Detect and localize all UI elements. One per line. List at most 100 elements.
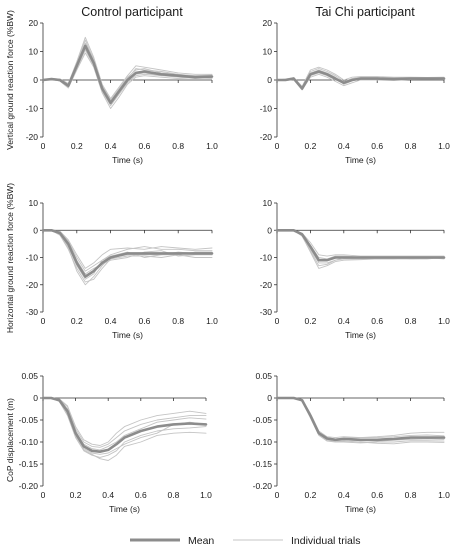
trial-line: [276, 397, 445, 444]
chart-panel-3: -30 -20 -10 0 10 0 0.2 0.4 0.6 0.8 1.0 Time (s): [26, 198, 218, 340]
x-tick-label: 0.4: [338, 490, 350, 500]
y-tick-label: -10: [260, 104, 273, 114]
x-tick-label: 0.2: [71, 316, 83, 326]
y-tick-label: -20: [26, 132, 39, 142]
x-axis-label: Time (s): [109, 504, 140, 514]
x-tick-label: 1.0: [438, 316, 450, 326]
x-axis-label: Time (s): [345, 330, 376, 340]
mean-line: [275, 229, 446, 262]
x-tick-label: 0.4: [338, 316, 350, 326]
y-tick-label: -20: [260, 132, 273, 142]
x-tick-label: 0.4: [105, 141, 117, 151]
trial-line: [42, 397, 207, 446]
x-axis-label: Time (s): [345, 155, 376, 165]
trial-line: [42, 39, 213, 101]
y-tick-label: -0.20: [19, 481, 39, 491]
column-title-control: Control participant: [81, 5, 183, 19]
x-tick-label: 1.0: [206, 141, 218, 151]
x-tick-label: 0: [41, 316, 46, 326]
y-tick-label: 0: [33, 225, 38, 235]
trial-line: [42, 397, 207, 461]
x-tick-label: 0.6: [135, 490, 147, 500]
x-tick-label: 0: [275, 490, 280, 500]
x-tick-label: 0.6: [371, 141, 383, 151]
trial-line: [42, 229, 213, 283]
panels: -20 -10 0 10 20 0 0.2 0.4 0.6 0.8 1.0 Time (s) -20 -1…: [19, 18, 451, 514]
trial-line: [42, 397, 207, 448]
x-tick-label: 0.2: [304, 141, 316, 151]
mean-line: [275, 396, 446, 442]
x-tick-label: 1.0: [438, 141, 450, 151]
x-tick-label: 0.2: [304, 490, 316, 500]
x-axis-label: Time (s): [112, 155, 143, 165]
y-tick-label: -10: [26, 104, 39, 114]
x-tick-label: 1.0: [200, 490, 212, 500]
y-tick-label: 0.05: [255, 371, 272, 381]
trial-line: [276, 397, 445, 442]
mean-line: [41, 44, 214, 105]
y-tick-label: 20: [29, 18, 39, 28]
mean-line: [41, 396, 208, 454]
mean-line: [275, 70, 446, 90]
legend-mean-label: Mean: [188, 535, 214, 547]
chart-panel-1: -20 -10 0 10 20 0 0.2 0.4 0.6 0.8 1.0 Time (s): [26, 18, 218, 165]
y-tick-label: -0.20: [253, 481, 273, 491]
y-tick-label: 0: [33, 75, 38, 85]
chart-panel-2: -20 -10 0 10 20 0 0.2 0.4 0.6 0.8 1.0 Time (s): [260, 18, 450, 165]
x-tick-label: 0.8: [405, 316, 417, 326]
y-tick-label: 10: [263, 47, 273, 57]
x-tick-label: 0.4: [338, 141, 350, 151]
x-tick-label: 0.8: [405, 490, 417, 500]
chart-panel-6: -0.20 -0.15 -0.10 -0.05 0 0.05 0 0.2 0.4 0.6 0.8 1.…: [253, 371, 451, 514]
x-axis-label: Time (s): [345, 504, 376, 514]
x-tick-label: 0.4: [105, 316, 117, 326]
trial-line: [42, 229, 213, 269]
x-tick-label: 0: [275, 316, 280, 326]
y-tick-label: 0: [267, 225, 272, 235]
y-tick-label: -0.10: [253, 437, 273, 447]
y-tick-label: -30: [260, 307, 273, 317]
x-tick-label: 0.2: [70, 490, 82, 500]
x-tick-label: 0.2: [71, 141, 83, 151]
legend: Mean Individual trials: [130, 535, 360, 547]
y-tick-label: 0.05: [21, 371, 38, 381]
y-tick-label: 10: [29, 198, 39, 208]
y-tick-label: 0: [267, 393, 272, 403]
x-tick-label: 0.8: [405, 141, 417, 151]
x-tick-label: 0.4: [102, 490, 114, 500]
x-tick-label: 0.6: [138, 141, 150, 151]
y-tick-label: -20: [260, 280, 273, 290]
y-tick-label: -0.15: [253, 459, 273, 469]
trial-line: [42, 42, 213, 102]
x-tick-label: 0: [41, 490, 46, 500]
x-tick-label: 0.8: [172, 316, 184, 326]
x-tick-label: 0: [41, 141, 46, 151]
trial-line: [276, 397, 445, 439]
trial-line: [42, 52, 213, 109]
y-axis-label-horizontal-force: Horizontal ground reaction force (%BW): [5, 183, 15, 333]
y-tick-label: -10: [26, 253, 39, 263]
chart-panel-5: -0.20 -0.15 -0.10 -0.05 0 0.05 0 0.2 0.4 0.6 0.8 1.…: [19, 371, 213, 514]
y-axis-label-vertical-force: Vertical ground reaction force (%BW): [5, 10, 15, 150]
column-title-tai-chi: Tai Chi participant: [315, 5, 415, 19]
y-tick-label: -0.05: [19, 415, 39, 425]
y-tick-label: -10: [260, 253, 273, 263]
y-axis-label-cop-displacement: CoP displacement (m): [5, 398, 15, 482]
y-tick-label: 0: [33, 393, 38, 403]
legend-trials-label: Individual trials: [291, 535, 360, 547]
y-tick-label: 0: [267, 75, 272, 85]
y-tick-label: 20: [263, 18, 273, 28]
chart-panel-4: -30 -20 -10 0 10 0 0.2 0.4 0.6 0.8 1.0 Time (s): [260, 198, 450, 340]
x-tick-label: 1.0: [206, 316, 218, 326]
x-tick-label: 0.8: [172, 141, 184, 151]
y-tick-label: -30: [26, 307, 39, 317]
x-tick-label: 1.0: [438, 490, 450, 500]
x-tick-label: 0.6: [371, 316, 383, 326]
mean-line: [41, 229, 214, 278]
x-tick-label: 0: [275, 141, 280, 151]
y-tick-label: -0.10: [19, 437, 39, 447]
trial-line: [42, 36, 213, 99]
x-axis-label: Time (s): [112, 330, 143, 340]
y-tick-label: -0.05: [253, 415, 273, 425]
